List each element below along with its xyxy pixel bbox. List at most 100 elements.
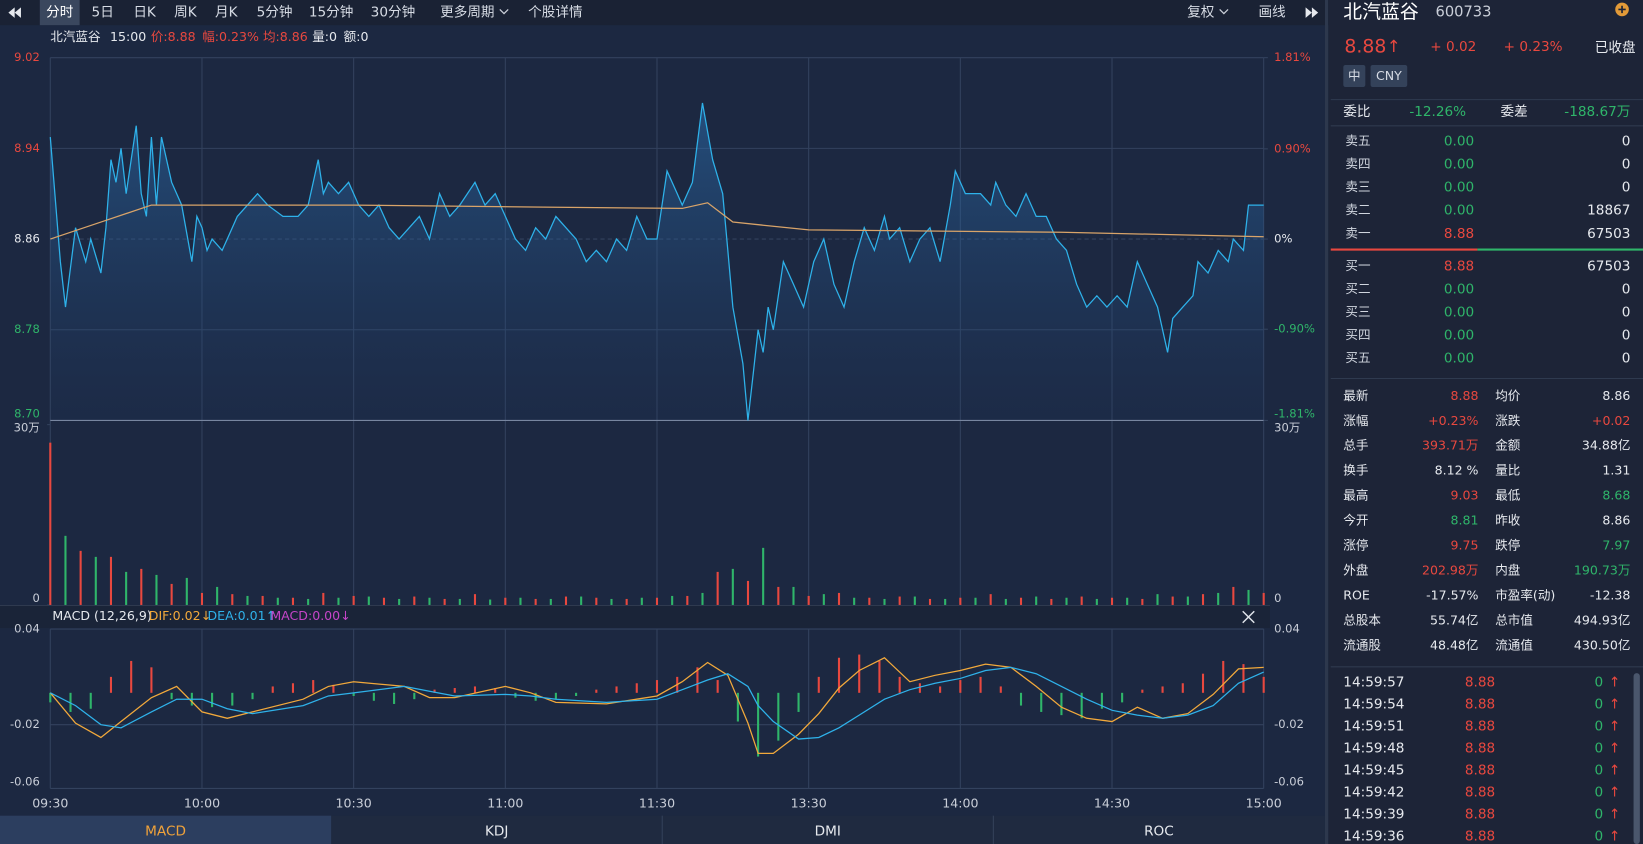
toolbar-button[interactable]: 画线 (1258, 5, 1286, 21)
stat-label: 涨幅 (1343, 413, 1368, 428)
toolbar-button[interactable]: 分时 (46, 5, 74, 21)
macd-bar (1181, 683, 1184, 693)
volume-bar (519, 597, 522, 605)
book-volume: 67503 (1587, 226, 1630, 242)
volume-bar (1004, 598, 1007, 605)
stat-value: 7.97 (1602, 538, 1630, 553)
indicator-tab[interactable]: ROC (1144, 823, 1174, 839)
toolbar-button[interactable]: 个股详情 (528, 5, 583, 21)
macd-bar (959, 680, 962, 693)
toolbar-button[interactable]: 更多周期 (440, 4, 494, 21)
toolbar-button[interactable]: 5日 (92, 5, 114, 21)
x-tick-label: 15:00 (1246, 796, 1282, 811)
macd-bar (372, 692, 375, 701)
stat-label: 昨收 (1495, 513, 1521, 528)
book-label: 卖四 (1345, 156, 1370, 171)
macd-bar (473, 686, 477, 693)
macd-bar (696, 667, 699, 693)
stat-label: 内盘 (1495, 562, 1520, 577)
book-price: 0.00 (1444, 157, 1474, 173)
stock-code: 600733 (1436, 4, 1492, 21)
stat-value: 1.31 (1602, 463, 1630, 478)
y-tick-label: 8.86 (14, 232, 40, 246)
volume-bar (716, 571, 719, 605)
price-change-pct: + 0.23% (1504, 39, 1563, 55)
toolbar-button[interactable]: 月K (215, 5, 239, 21)
trade-time: 14:59:45 (1343, 763, 1404, 779)
macd-bar (1040, 692, 1043, 712)
macd-bar (615, 686, 618, 693)
volume-bar (777, 586, 780, 605)
macd-bar (878, 660, 881, 693)
volume-bar (125, 571, 128, 605)
macd-bar (918, 683, 921, 693)
macd-bar (939, 686, 942, 693)
stat-label: 金额 (1495, 438, 1521, 453)
toolbar-button[interactable]: 日K (133, 5, 157, 21)
stat-value: +0.23% (1428, 413, 1478, 428)
macd-bar (837, 657, 841, 693)
prev-icon[interactable] (8, 7, 21, 18)
stat-value: 8.81 (1451, 513, 1479, 528)
stat-value: 9.75 (1451, 538, 1479, 553)
stat-value: 48.48亿 (1430, 637, 1479, 652)
stat-label: 流通值 (1495, 637, 1533, 652)
macd-bar (312, 680, 315, 693)
stat-value: 9.03 (1451, 488, 1479, 503)
price-arrow: ↑ (1387, 36, 1401, 56)
indicator-tab[interactable]: DMI (815, 823, 841, 839)
volume-bar (564, 596, 568, 605)
volume-bar (989, 594, 992, 605)
indicator-tab[interactable]: KDJ (485, 823, 508, 839)
volume-bar (216, 586, 219, 605)
macd-bar (1100, 692, 1103, 709)
chevron (499, 8, 509, 15)
stat-label: 最低 (1495, 488, 1521, 503)
volume-bar (458, 598, 461, 605)
stat-value: 8.68 (1602, 488, 1630, 503)
macd-line (49, 657, 1264, 755)
scrollbar[interactable] (1633, 673, 1640, 844)
trade-arrow: ↑ (1609, 807, 1620, 823)
trade-volume: 0 (1595, 785, 1604, 801)
macd-bar (413, 692, 416, 700)
toolbar-button[interactable]: 15分钟 (309, 4, 354, 21)
book-label: 买三 (1345, 304, 1370, 319)
macd-header (0, 606, 1270, 629)
y-tick-label: 0 (32, 591, 39, 605)
stat-label: 换手 (1343, 463, 1368, 478)
volume-bar (185, 577, 188, 605)
macd-bar (797, 692, 800, 712)
toolbar-button[interactable]: 复权 (1187, 4, 1215, 21)
volume-bar (898, 596, 901, 605)
book-label: 卖一 (1345, 225, 1371, 240)
toolbar-button[interactable]: 30分钟 (371, 4, 416, 21)
volume-bar (1171, 596, 1174, 605)
stat-value: 55.74亿 (1430, 612, 1479, 627)
trade-arrow: ↑ (1609, 741, 1620, 757)
toolbar (0, 0, 1329, 26)
chevron (1219, 8, 1229, 15)
macd-bar (271, 686, 274, 693)
toolbar-button[interactable]: 5分钟 (257, 4, 293, 21)
toolbar-button[interactable]: 周K (174, 5, 198, 21)
trade-volume: 0 (1595, 741, 1604, 757)
close-icon[interactable] (1242, 610, 1255, 624)
info-name: 北汽蓝谷 (50, 29, 101, 44)
stat-value: -17.57% (1426, 587, 1478, 602)
stat-value: 430.50亿 (1574, 637, 1631, 652)
book-price: 0.00 (1444, 304, 1474, 320)
price-change: + 0.02 (1430, 39, 1476, 55)
trade-arrow: ↑ (1609, 763, 1620, 779)
y-tick-label: 0.04 (14, 622, 40, 636)
stat-value: 8.88 (1451, 388, 1479, 403)
book-volume: 0 (1622, 304, 1631, 320)
volume-bar (534, 598, 537, 605)
y-tick-label: 8.78 (14, 322, 40, 336)
avg-line (50, 202, 1264, 240)
book-volume: 0 (1622, 328, 1631, 344)
indicator-tab[interactable]: MACD (145, 823, 186, 839)
macd-bar (332, 684, 335, 693)
